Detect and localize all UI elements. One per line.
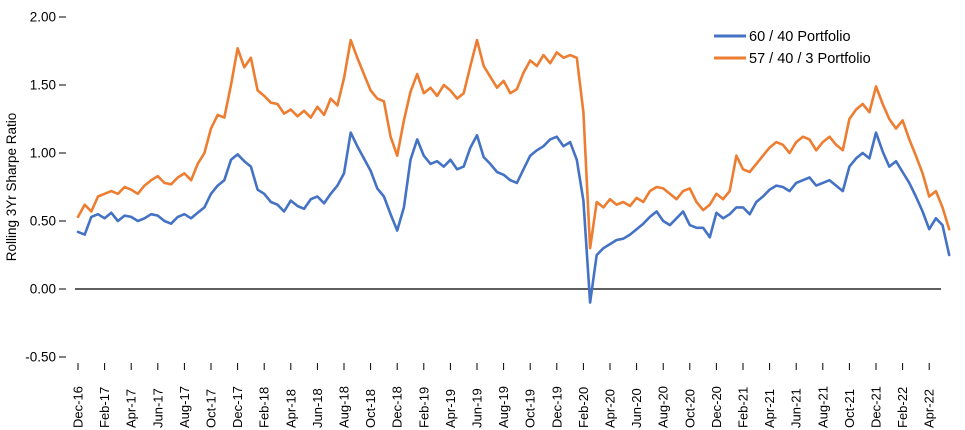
x-tick-label: Feb-22 [895, 387, 910, 428]
x-tick-label: Feb-19 [416, 387, 431, 428]
x-tick-label: Feb-17 [97, 387, 112, 428]
x-tick-label: Jun-17 [150, 388, 165, 428]
x-tick-label: Oct-17 [204, 389, 219, 428]
x-tick-label: Jun-20 [629, 388, 644, 428]
x-tick-label: Oct-18 [363, 389, 378, 428]
y-tick-label: -0.50 [25, 350, 56, 365]
legend-label-57-40-3: 57 / 40 / 3 Portfolio [749, 51, 871, 67]
y-tick-label: 1.50 [30, 78, 56, 93]
y-tick-label: 0.00 [30, 282, 56, 297]
x-tick-label: Feb-20 [576, 387, 591, 428]
x-tick-label: Aug-17 [177, 386, 192, 428]
x-tick-label: Aug-18 [337, 386, 352, 428]
x-tick-label: Apr-18 [283, 389, 298, 428]
x-tick-label: Dec-19 [549, 386, 564, 428]
x-tick-label: Apr-17 [124, 389, 139, 428]
y-tick-label: 0.50 [30, 214, 56, 229]
x-tick-label: Apr-22 [922, 389, 937, 428]
x-tick-label: Aug-19 [496, 386, 511, 428]
x-tick-label: Aug-21 [815, 386, 830, 428]
x-tick-label: Dec-21 [869, 386, 884, 428]
y-axis-title: Rolling 3Yr Sharpe Ratio [4, 113, 19, 262]
x-tick-label: Dec-17 [230, 386, 245, 428]
x-tick-label: Feb-21 [736, 387, 751, 428]
x-tick-label: Dec-16 [71, 386, 86, 428]
x-tick-label: Jun-19 [470, 388, 485, 428]
x-tick-label: Apr-19 [443, 389, 458, 428]
x-tick-label: Feb-18 [257, 387, 272, 428]
y-tick-label: 2.00 [30, 10, 56, 25]
legend-label-60-40: 60 / 40 Portfolio [749, 29, 851, 45]
x-tick-label: Oct-19 [523, 389, 538, 428]
x-tick-label: Apr-20 [603, 389, 618, 428]
x-tick-label: Dec-20 [709, 386, 724, 428]
series-line-60-40 [76, 131, 951, 304]
x-tick-label: Dec-18 [390, 386, 405, 428]
series-line-57-40-3 [76, 38, 951, 250]
x-tick-label: Jun-21 [789, 388, 804, 428]
x-tick-label: Oct-20 [682, 389, 697, 428]
x-tick-label: Jun-18 [310, 388, 325, 428]
x-tick-label: Apr-21 [762, 389, 777, 428]
y-tick-label: 1.00 [30, 146, 56, 161]
x-tick-label: Aug-20 [656, 386, 671, 428]
x-tick-label: Oct-21 [842, 389, 857, 428]
